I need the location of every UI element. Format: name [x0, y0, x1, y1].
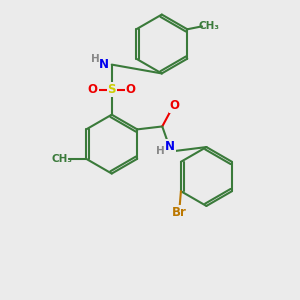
Text: O: O	[169, 99, 180, 112]
Text: H: H	[91, 54, 100, 64]
Text: O: O	[88, 83, 98, 96]
Text: N: N	[165, 140, 175, 153]
Text: CH₃: CH₃	[199, 21, 220, 31]
Text: N: N	[98, 58, 109, 71]
Text: S: S	[107, 83, 116, 96]
Text: Br: Br	[172, 206, 187, 219]
Text: H: H	[155, 146, 164, 157]
Text: CH₃: CH₃	[52, 154, 73, 164]
Text: O: O	[126, 83, 136, 96]
